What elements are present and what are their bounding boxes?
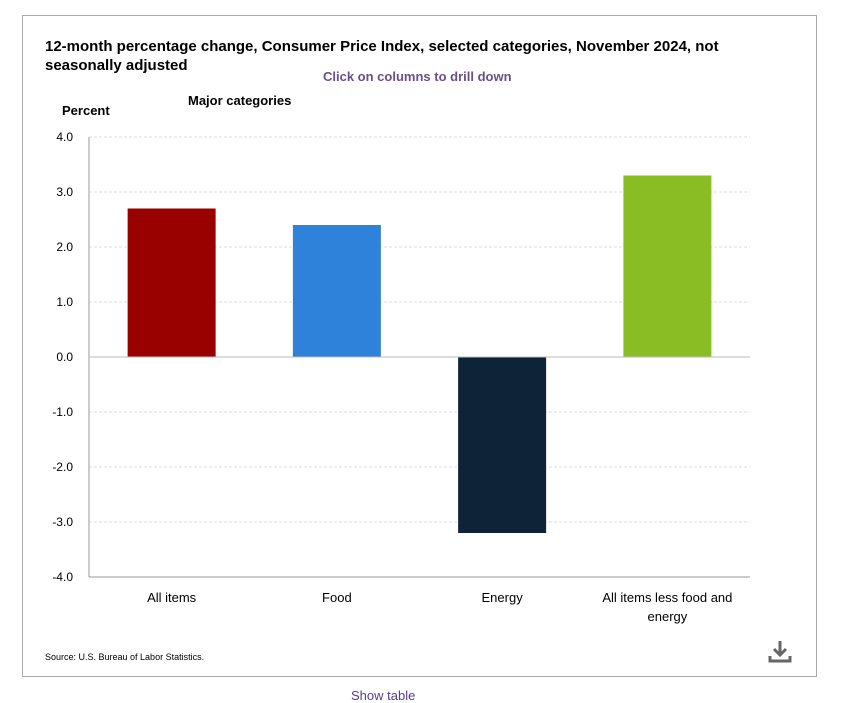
bar[interactable] [127, 208, 216, 358]
bar[interactable] [458, 357, 547, 533]
bar-chart: 4.0 3.0 2.0 1.0 0.0 -1.0 -2.0 -3.0 -4.0 All items… [52, 130, 750, 624]
y-axis-title: Percent [62, 103, 110, 118]
y-tick-label: -3.0 [52, 515, 73, 529]
download-icon [768, 641, 792, 663]
drill-down-hint: Click on columns to drill down [323, 69, 512, 84]
y-tick-label: 2.0 [56, 240, 73, 254]
show-table-link[interactable]: Show table [351, 688, 416, 703]
y-tick-label: -2.0 [52, 460, 73, 474]
chart-container: 12-month percentage change, Consumer Pri… [22, 15, 817, 677]
x-tick-label: Energy [482, 590, 524, 605]
y-tick-label: 1.0 [56, 295, 73, 309]
y-tick-label: -4.0 [52, 570, 73, 584]
y-tick-label: -1.0 [52, 405, 73, 419]
bar[interactable] [292, 225, 381, 357]
chart-title: 12-month percentage change, Consumer Pri… [45, 38, 719, 74]
x-tick-label: All items [147, 590, 197, 605]
source-note: Source: U.S. Bureau of Labor Statistics. [45, 652, 205, 662]
x-tick-label: All items less food and energy [602, 590, 732, 624]
y-tick-label: 0.0 [56, 350, 73, 364]
y-tick-label: 4.0 [56, 130, 73, 144]
download-button[interactable] [765, 636, 795, 666]
y-tick-label: 3.0 [56, 185, 73, 199]
bar[interactable] [623, 175, 712, 358]
x-tick-label: Food [322, 590, 352, 605]
section-title: Major categories [188, 93, 292, 108]
